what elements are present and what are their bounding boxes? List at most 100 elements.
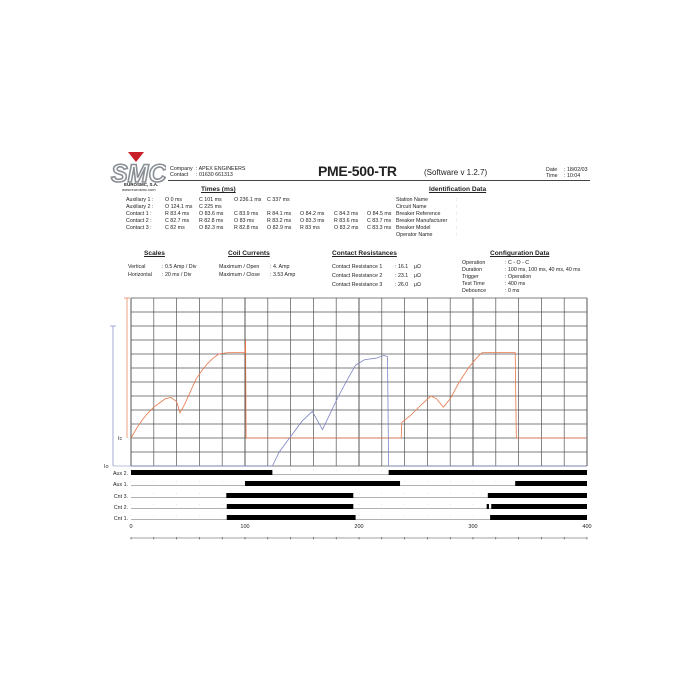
identification-heading: Identification Data — [429, 186, 487, 193]
scale-label: Horizontal — [128, 272, 152, 278]
digital-high-bar — [226, 493, 354, 498]
header-divider — [168, 180, 590, 181]
logo-graphic: SMC — [110, 152, 168, 189]
times-value: O 83.6 ms — [199, 211, 224, 217]
digital-high-bar — [226, 504, 354, 509]
times-value: C 83.3 ms — [367, 225, 392, 231]
config-value: : C - O - C — [505, 260, 530, 266]
smc-logo: SMC — [110, 152, 168, 192]
times-value: C 101 ms — [199, 197, 222, 203]
identification-field: Breaker Reference — [396, 211, 441, 217]
digital-high-bar — [388, 470, 587, 475]
company-label: Company — [170, 166, 193, 172]
times-value: O 82.3 ms — [199, 225, 224, 231]
digital-high-bar — [226, 515, 356, 520]
resistances-heading: Contact Resistances — [332, 250, 397, 257]
x-tick-label: 200 — [354, 524, 363, 530]
config-value: : 400 ms — [505, 281, 526, 287]
times-value: O 124.1 ms — [165, 204, 193, 210]
company-value: : APEX ENGINEERS — [196, 166, 246, 172]
digital-label: Cnt 1. — [114, 516, 128, 522]
times-row-label: Auxiliary 1 : — [126, 197, 154, 203]
x-tick-label: 300 — [468, 524, 477, 530]
field-separator: : — [456, 211, 458, 217]
time-value: : 10:04 — [564, 173, 581, 179]
contact-value: : 01630 661313 — [196, 172, 233, 178]
times-value: C 83.7 ms — [367, 218, 392, 224]
times-value: R 82.8 ms — [234, 225, 259, 231]
scales-heading: Scales — [144, 250, 165, 257]
times-value: O 84.2 ms — [300, 211, 325, 217]
resistance-value: : 26.0 — [395, 282, 409, 288]
times-value: R 84.1 ms — [267, 211, 292, 217]
config-label: Duration — [462, 267, 483, 273]
config-value: : 100 ms, 100 ms, 40 ms, 40 ms — [505, 267, 581, 273]
times-row-label: Contact 3 : — [126, 225, 152, 231]
digital-high-bar — [245, 481, 401, 486]
resistance-unit: μΩ — [414, 282, 422, 288]
times-value: O 83.3 ms — [300, 218, 325, 224]
digital-label: Cnt 3. — [114, 494, 128, 500]
times-value: O 82.9 ms — [267, 225, 292, 231]
trace-io — [131, 354, 587, 467]
times-value: O 0 ms — [165, 197, 183, 203]
config-label: Trigger — [462, 274, 479, 280]
digital-high-bar — [131, 470, 273, 475]
times-row-label: Contact 1 : — [126, 211, 152, 217]
digital-high-bar — [491, 504, 587, 509]
time-label: Time — [546, 173, 558, 179]
field-separator: : — [456, 197, 458, 203]
report-title: PME-500-TR — [318, 163, 397, 179]
date-label: Date — [546, 167, 558, 173]
times-value: R 83 ms — [300, 225, 320, 231]
scale-value: : 0.5 Amp / Div — [162, 264, 197, 270]
coil-value: : 3.53 Amp — [270, 272, 296, 278]
identification-field: Station Name — [396, 197, 429, 203]
field-separator: : — [456, 218, 458, 224]
digital-label: Aux 1. — [113, 482, 128, 488]
coil-value: : 4. Amp — [270, 264, 290, 270]
times-row-label: Contact 2 : — [126, 218, 152, 224]
times-value: R 82.8 ms — [199, 218, 224, 224]
resistance-unit: μΩ — [414, 264, 422, 270]
times-value: R 83.6 ms — [334, 218, 359, 224]
resistance-label: Contact Resistance 3 — [332, 282, 383, 288]
coil-label: Maximum / Close — [219, 272, 260, 278]
digital-high-bar — [486, 504, 489, 509]
x-tick-label: 400 — [582, 524, 591, 530]
contact-label: Contact — [170, 172, 189, 178]
digital-high-bar — [487, 493, 587, 498]
trace-ic — [130, 339, 587, 439]
config-value: : Operation — [505, 274, 532, 280]
digital-high-bar — [490, 515, 587, 520]
io-label: Io — [104, 464, 109, 470]
times-value: O 83 ms — [234, 218, 255, 224]
resistance-unit: μΩ — [414, 273, 422, 279]
logo-company: EUROSMC, S.A. — [124, 182, 159, 187]
identification-field: Circuit Name — [396, 204, 427, 210]
times-value: C 82 ms — [165, 225, 185, 231]
field-separator: : — [456, 204, 458, 210]
coil-label: Maximum / Open — [219, 264, 260, 270]
config-label: Operation — [462, 260, 486, 266]
times-value: R 83.2 ms — [267, 218, 292, 224]
times-value: C 82.7 ms — [165, 218, 190, 224]
scale-label: Vertical — [128, 264, 146, 270]
resistance-label: Contact Resistance 1 — [332, 264, 383, 270]
times-heading: Times (ms) — [201, 186, 236, 193]
config-heading: Configuration Data — [490, 250, 550, 257]
field-separator: : — [456, 225, 458, 231]
digital-label: Aux 2. — [113, 471, 128, 477]
software-version: (Software v 1.2.7) — [424, 168, 488, 177]
config-value: : 0 ms — [505, 288, 520, 294]
identification-field: Breaker Manufacturer — [396, 218, 448, 224]
resistance-value: : 16.1 — [395, 264, 409, 270]
digital-high-bar — [515, 481, 587, 486]
config-label: Test Time — [462, 281, 485, 287]
x-tick-label: 100 — [240, 524, 249, 530]
digital-label: Cnt 2. — [114, 505, 128, 511]
times-value: C 83.9 ms — [234, 211, 259, 217]
logo-url: www.eurosmc.com — [122, 187, 156, 192]
field-separator: : — [456, 232, 458, 238]
